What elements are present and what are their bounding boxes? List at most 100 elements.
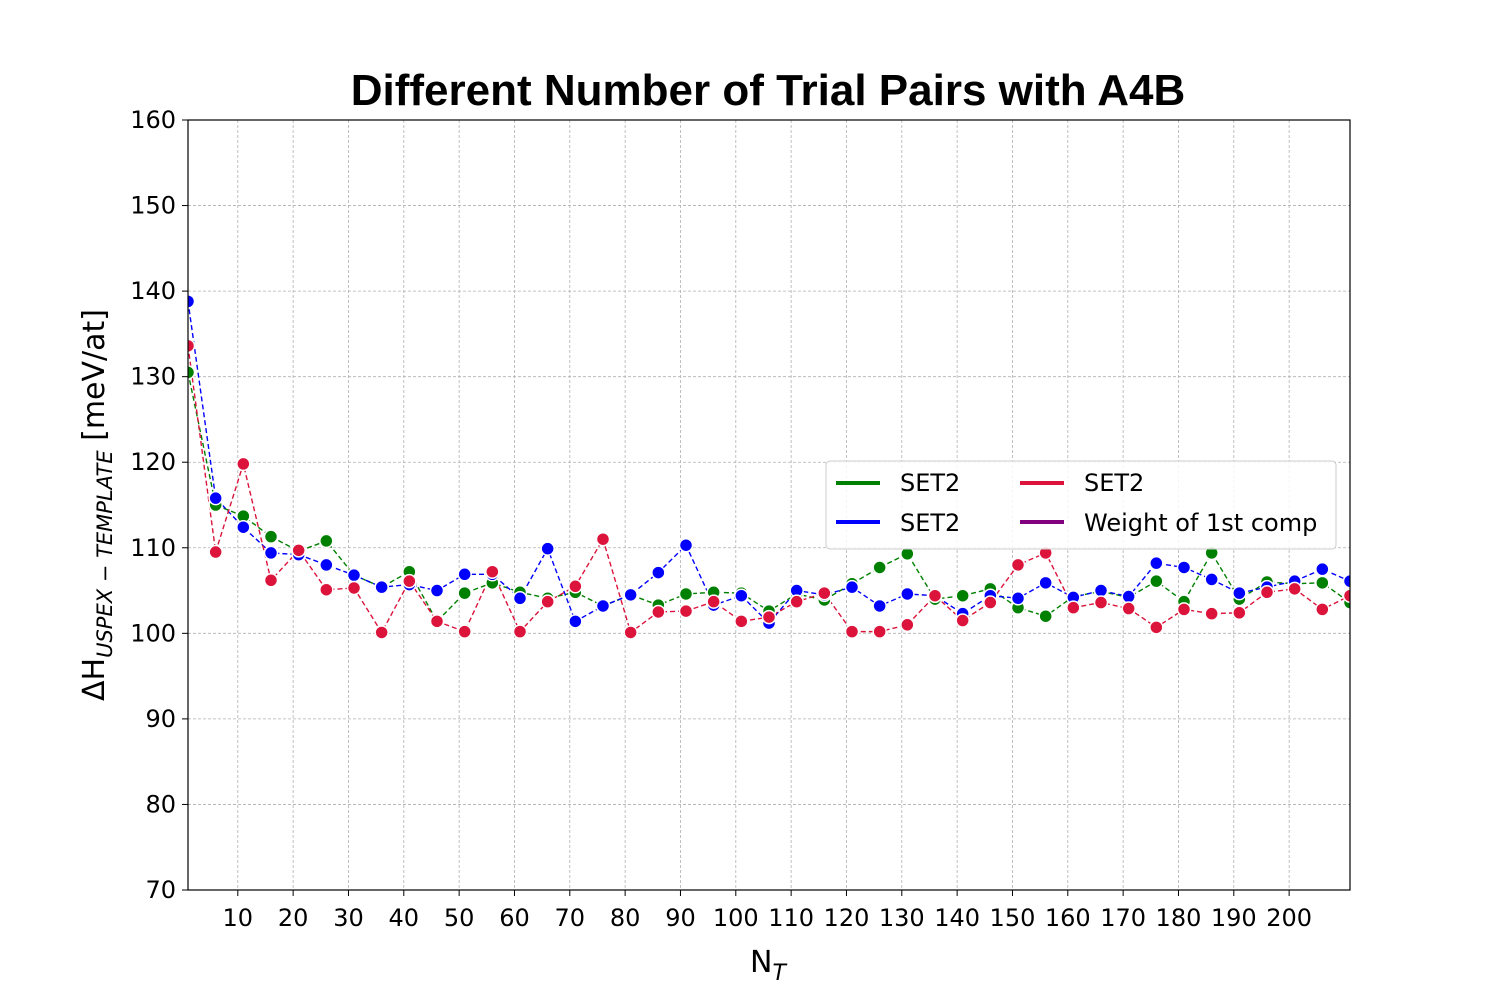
y-tick-label: 90	[145, 705, 176, 733]
series-2-point	[188, 338, 196, 354]
series-1-point	[568, 614, 583, 629]
series-1-point	[512, 591, 528, 606]
series-2-point	[1342, 588, 1350, 603]
series-0-point	[457, 585, 472, 601]
series-1-point	[263, 545, 279, 561]
series-2-point	[927, 588, 943, 603]
series-1-point	[319, 557, 334, 573]
x-tick-label: 100	[713, 904, 759, 932]
series-2-point	[817, 585, 832, 601]
series-2-point	[595, 531, 611, 547]
x-tick-label: 70	[555, 904, 586, 932]
chart-title: Different Number of Trial Pairs with A4B	[351, 66, 1186, 115]
x-tick-label: 10	[223, 904, 254, 932]
x-tick-label: 30	[333, 904, 364, 932]
x-tick-label: 150	[990, 904, 1036, 932]
x-tick-label: 120	[824, 904, 870, 932]
series-2-point	[1232, 605, 1247, 621]
axes-frame	[187, 119, 1351, 891]
series-2-point	[1204, 606, 1219, 621]
series-0-point	[263, 529, 279, 544]
axis-ticks: 10 20 30 40 50 60 70 80 90 100 110 120 130 140 150 160 1…	[130, 106, 1312, 932]
series-0-point	[678, 586, 694, 602]
series-2-point	[319, 582, 334, 597]
series-2-point	[761, 609, 777, 625]
series-0-point	[1038, 608, 1053, 624]
x-tick-label: 90	[665, 904, 696, 932]
series-2-point	[236, 456, 251, 472]
y-tick-label: 140	[130, 277, 176, 305]
series-2-point	[678, 603, 694, 619]
series-1-point	[1176, 560, 1192, 575]
series-2-point	[208, 544, 223, 560]
series-2-point	[402, 573, 417, 589]
y-axis-label-unit: [meV/at]	[77, 309, 112, 450]
y-axis-label: ΔHUSPEX − TEMPLATE [meV/at]	[77, 309, 117, 701]
series-1-point	[1010, 591, 1026, 606]
series-0-point	[319, 533, 334, 549]
x-axis-label: NT	[750, 945, 787, 986]
x-tick-label: 20	[278, 904, 309, 932]
legend-label-2: SET2	[900, 509, 960, 537]
y-axis-label-main: ΔH	[77, 658, 112, 701]
series-2-point	[291, 543, 306, 558]
series-2-point	[457, 624, 472, 639]
x-tick-label: 60	[499, 904, 530, 932]
series-2-point	[540, 594, 555, 609]
series-1-point	[1149, 555, 1164, 571]
series-2-point	[844, 624, 860, 639]
x-tick-label: 160	[1045, 904, 1091, 932]
series-2-point	[485, 564, 500, 579]
series-2-point	[1093, 595, 1109, 610]
series-2-point	[623, 625, 638, 640]
series-2-point	[1176, 602, 1192, 617]
y-tick-label: 160	[130, 106, 176, 134]
series-2-point	[789, 594, 804, 609]
x-tick-label: 200	[1266, 904, 1312, 932]
series-1-point	[623, 587, 638, 603]
series-1-point	[595, 598, 611, 614]
series-2-point	[955, 613, 970, 628]
series-2-point	[1066, 600, 1081, 615]
x-axis-label-main: N	[750, 945, 772, 980]
series-1-point	[844, 579, 860, 595]
legend: SET2 SET2 SET2 Weight of 1st comp	[825, 460, 1337, 550]
series-2-point	[900, 617, 915, 633]
series-1-point	[1315, 561, 1330, 577]
x-tick-label: 190	[1211, 904, 1257, 932]
series-2-point	[1121, 601, 1136, 616]
series-2-point	[1149, 620, 1164, 635]
series-2-point	[1010, 557, 1026, 573]
series-2-point	[1287, 581, 1302, 597]
series-2-point	[651, 604, 666, 620]
series-2-point	[429, 614, 445, 629]
series-0-point	[188, 365, 196, 380]
y-tick-label: 150	[130, 192, 176, 220]
x-tick-label: 180	[1156, 904, 1202, 932]
series-1-point	[1204, 572, 1219, 587]
series-2-point	[512, 624, 528, 639]
x-tick-label: 170	[1100, 904, 1146, 932]
legend-label-0: SET2	[900, 469, 960, 497]
series-1-point	[1038, 575, 1053, 591]
series-1-point	[429, 583, 445, 598]
series-2-point	[1259, 585, 1275, 600]
series-1-point	[872, 598, 887, 614]
series-2-point	[346, 580, 362, 596]
series-2-point	[374, 625, 389, 640]
series-1-point	[734, 588, 749, 603]
series-2-point	[263, 573, 279, 588]
series-0-point	[1149, 573, 1164, 589]
y-tick-label: 130	[130, 363, 176, 391]
y-tick-label: 120	[130, 448, 176, 476]
series-2-point	[872, 624, 887, 639]
y-tick-label: 70	[145, 876, 176, 904]
series-1-point	[900, 586, 915, 602]
x-tick-label: 80	[610, 904, 641, 932]
series-0-point	[1315, 575, 1330, 591]
plot-area	[188, 294, 1350, 640]
x-tick-label: 130	[879, 904, 925, 932]
series-2-point	[983, 595, 998, 610]
x-tick-label: 140	[934, 904, 980, 932]
series-0-point	[872, 560, 887, 575]
